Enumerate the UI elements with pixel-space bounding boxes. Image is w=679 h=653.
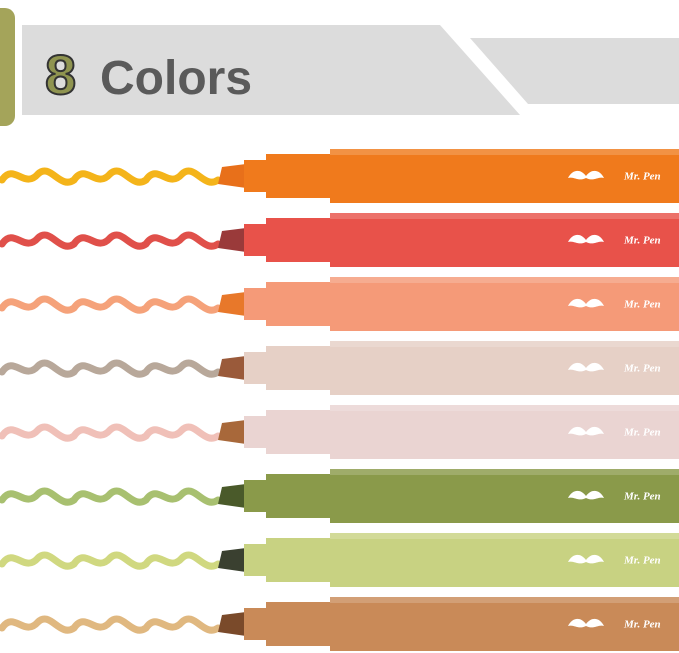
- marker-barrel: [330, 533, 679, 587]
- marker: Mr. Pen: [0, 597, 679, 651]
- brand-label: Mr. Pen: [623, 299, 661, 311]
- marker: Mr. Pen: [0, 213, 679, 267]
- header-label: Colors: [100, 52, 252, 105]
- marker-tip: [218, 228, 246, 252]
- marker-barrel: [330, 341, 679, 395]
- header-number: 8: [45, 43, 76, 106]
- ink-stroke: [0, 295, 222, 314]
- marker-shine: [330, 405, 679, 411]
- marker-shine: [330, 149, 679, 155]
- mustache-icon: [568, 234, 604, 244]
- marker-barrel: [330, 405, 679, 459]
- marker-neck: [244, 608, 270, 640]
- marker-cap: [266, 282, 332, 326]
- marker-neck: [244, 416, 270, 448]
- marker-tip: [218, 164, 246, 188]
- marker: Mr. Pen: [0, 469, 679, 523]
- marker-neck: [244, 352, 270, 384]
- header-tab: [0, 8, 15, 126]
- marker: Mr. Pen: [0, 277, 679, 331]
- header-band: [22, 25, 520, 115]
- header-band-right: [470, 38, 679, 104]
- marker-shine: [330, 341, 679, 347]
- ink-stroke: [0, 359, 222, 378]
- marker: Mr. Pen: [0, 149, 679, 203]
- marker-shine: [330, 597, 679, 603]
- marker-shine: [330, 469, 679, 475]
- ink-stroke: [0, 487, 222, 506]
- mustache-icon: [568, 362, 604, 372]
- marker-tip: [218, 420, 246, 444]
- brand-label: Mr. Pen: [623, 555, 661, 567]
- ink-stroke: [0, 551, 222, 570]
- marker-neck: [244, 544, 270, 576]
- marker-neck: [244, 224, 270, 256]
- mustache-icon: [568, 426, 604, 436]
- marker-cap: [266, 154, 332, 198]
- marker-cap: [266, 474, 332, 518]
- mustache-icon: [568, 554, 604, 564]
- marker-cap: [266, 218, 332, 262]
- marker-tip: [218, 292, 246, 316]
- marker-cap: [266, 346, 332, 390]
- brand-label: Mr. Pen: [623, 171, 661, 183]
- brand-label: Mr. Pen: [623, 363, 661, 375]
- marker-shine: [330, 213, 679, 219]
- marker-shine: [330, 277, 679, 283]
- ink-stroke: [0, 423, 222, 442]
- marker-tip: [218, 484, 246, 508]
- marker-barrel: [330, 149, 679, 203]
- marker-neck: [244, 480, 270, 512]
- marker-tip: [218, 612, 246, 636]
- marker-neck: [244, 160, 270, 192]
- mustache-icon: [568, 618, 604, 628]
- marker-tip: [218, 356, 246, 380]
- marker: Mr. Pen: [0, 405, 679, 459]
- mustache-icon: [568, 170, 604, 180]
- brand-label: Mr. Pen: [623, 619, 661, 631]
- ink-stroke: [0, 231, 222, 250]
- marker-neck: [244, 288, 270, 320]
- ink-stroke: [0, 167, 222, 186]
- markers: Mr. Pen Mr. Pen Mr. Pen Mr. Pen Mr. Pen Mr. P…: [0, 149, 679, 651]
- marker-shine: [330, 533, 679, 539]
- marker: Mr. Pen: [0, 533, 679, 587]
- brand-label: Mr. Pen: [623, 427, 661, 439]
- marker-barrel: [330, 213, 679, 267]
- marker-cap: [266, 538, 332, 582]
- mustache-icon: [568, 490, 604, 500]
- brand-label: Mr. Pen: [623, 235, 661, 247]
- marker-barrel: [330, 469, 679, 523]
- marker-tip: [218, 548, 246, 572]
- marker-barrel: [330, 277, 679, 331]
- marker-cap: [266, 410, 332, 454]
- marker-cap: [266, 602, 332, 646]
- mustache-icon: [568, 298, 604, 308]
- brand-label: Mr. Pen: [623, 491, 661, 503]
- ink-stroke: [0, 615, 222, 634]
- marker-barrel: [330, 597, 679, 651]
- marker: Mr. Pen: [0, 341, 679, 395]
